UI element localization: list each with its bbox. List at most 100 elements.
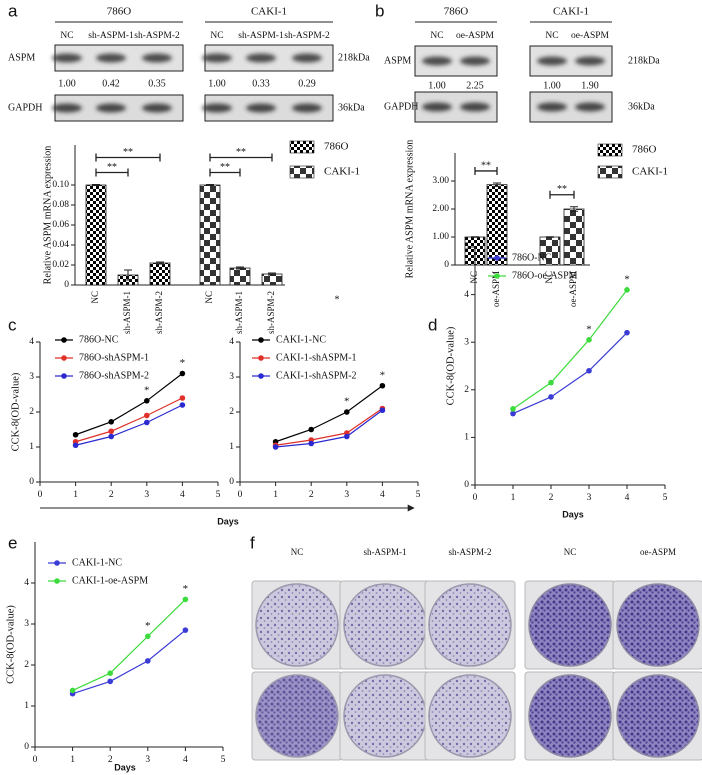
y-tick-label: 1.00	[432, 232, 449, 242]
legend-swatch	[597, 143, 623, 157]
point	[379, 382, 386, 389]
point	[107, 670, 113, 676]
series-line	[72, 598, 186, 691]
y-tick-label: 0.06	[52, 220, 69, 230]
blot-band	[202, 103, 232, 113]
y-tick-label: 2	[229, 407, 234, 417]
blot-band	[537, 102, 567, 112]
error-bar	[471, 236, 479, 238]
plate-colonies	[343, 674, 427, 758]
legend-marker	[258, 355, 264, 361]
plate-colonies	[255, 583, 339, 667]
significance-label: *	[344, 396, 350, 408]
significance-label: **	[107, 162, 117, 173]
legend-marker	[61, 355, 67, 361]
legend-label: 786O-shASPM-2	[79, 370, 149, 381]
band-ratio: 1.00	[58, 78, 76, 89]
legend-marker	[494, 273, 500, 279]
error-bar	[92, 184, 100, 186]
legend-swatch	[289, 165, 315, 179]
point	[308, 426, 315, 433]
x-tick-label: 5	[216, 490, 221, 500]
significance-bracket	[95, 168, 129, 177]
error-bar	[570, 206, 578, 212]
point	[108, 419, 114, 425]
panel-label: a	[8, 1, 18, 20]
plate-column-label: oe-ASPM	[640, 547, 676, 557]
blot-band	[460, 102, 490, 112]
y-tick-label: 3	[464, 337, 469, 347]
x-tick-label: 2	[309, 490, 314, 500]
point	[379, 407, 386, 414]
legend-label: CAKI-1-shASPM-1	[276, 352, 357, 363]
blot-size-label: 36kDa	[628, 101, 655, 112]
lane-label: NC	[210, 31, 223, 41]
plate-colonies	[616, 583, 700, 667]
x-tick-label: sh-ASPM-2	[266, 291, 276, 334]
lane-label: sh-ASPM-1	[88, 31, 134, 41]
blot-band	[246, 53, 276, 63]
blot-band	[292, 103, 322, 113]
x-tick-label: 3	[144, 490, 149, 500]
significance-label: *	[144, 384, 150, 396]
y-tick-label: 3	[229, 372, 234, 382]
y-tick-label: 0	[229, 477, 234, 487]
point	[145, 633, 151, 640]
significance-bracket	[209, 153, 273, 162]
blot-band	[575, 102, 605, 112]
legend-marker	[54, 560, 60, 566]
blot-size-label: 218kDa	[628, 55, 660, 66]
bar	[229, 267, 251, 286]
band-ratio: 2.25	[466, 80, 484, 91]
blot-band	[460, 56, 490, 66]
error-bar	[268, 272, 276, 276]
point	[586, 367, 592, 374]
lane-label: NC	[60, 31, 73, 41]
x-tick-label: 3	[344, 490, 349, 500]
x-tick-label: 4	[380, 490, 385, 500]
significance-label: **	[220, 162, 230, 173]
x-tick-label: 5	[663, 493, 668, 503]
point	[510, 406, 516, 412]
point	[144, 419, 150, 426]
point	[548, 379, 554, 386]
blot-row-label: ASPM	[384, 55, 411, 66]
y-tick-label: 0	[29, 477, 34, 487]
blot-band	[142, 103, 172, 113]
point	[586, 337, 592, 343]
blot-group-label: CAKI-1	[553, 6, 589, 18]
significance-label: *	[380, 369, 386, 381]
series-line	[275, 385, 383, 443]
band-ratio: 1.90	[581, 80, 599, 91]
legend-label: 786O-NC	[512, 252, 552, 263]
plate-column-label: sh-ASPM-1	[363, 547, 406, 557]
series-line	[72, 629, 186, 695]
series-line	[275, 408, 383, 446]
legend-label: 786O	[324, 141, 349, 153]
series-line	[75, 397, 183, 443]
panel-label: d	[428, 315, 437, 334]
bar	[563, 208, 585, 266]
point	[624, 329, 630, 336]
y-axis-label: Relative ASPM mRNA expression	[404, 140, 415, 279]
legend-swatch	[289, 140, 315, 154]
legend-label: 786O-oe-ASPM	[512, 270, 578, 281]
x-axis-label: Days	[114, 762, 136, 772]
x-tick-label: NC	[204, 291, 214, 304]
y-tick-label: 1	[464, 433, 469, 443]
point	[144, 398, 150, 404]
plate-column-label: NC	[291, 547, 304, 557]
x-axis-label: Days	[217, 516, 239, 526]
bar	[486, 184, 508, 266]
band-ratio: 0.29	[298, 78, 316, 89]
band-ratio: 1.00	[543, 80, 561, 91]
point	[72, 431, 79, 438]
point	[69, 687, 76, 694]
point	[179, 370, 186, 377]
plate-colonies	[343, 583, 427, 667]
band-ratio: 0.35	[148, 78, 166, 89]
y-tick-label: 1	[29, 442, 34, 452]
x-tick-label: 5	[221, 755, 226, 765]
lane-label: sh-ASPM-2	[134, 31, 180, 41]
